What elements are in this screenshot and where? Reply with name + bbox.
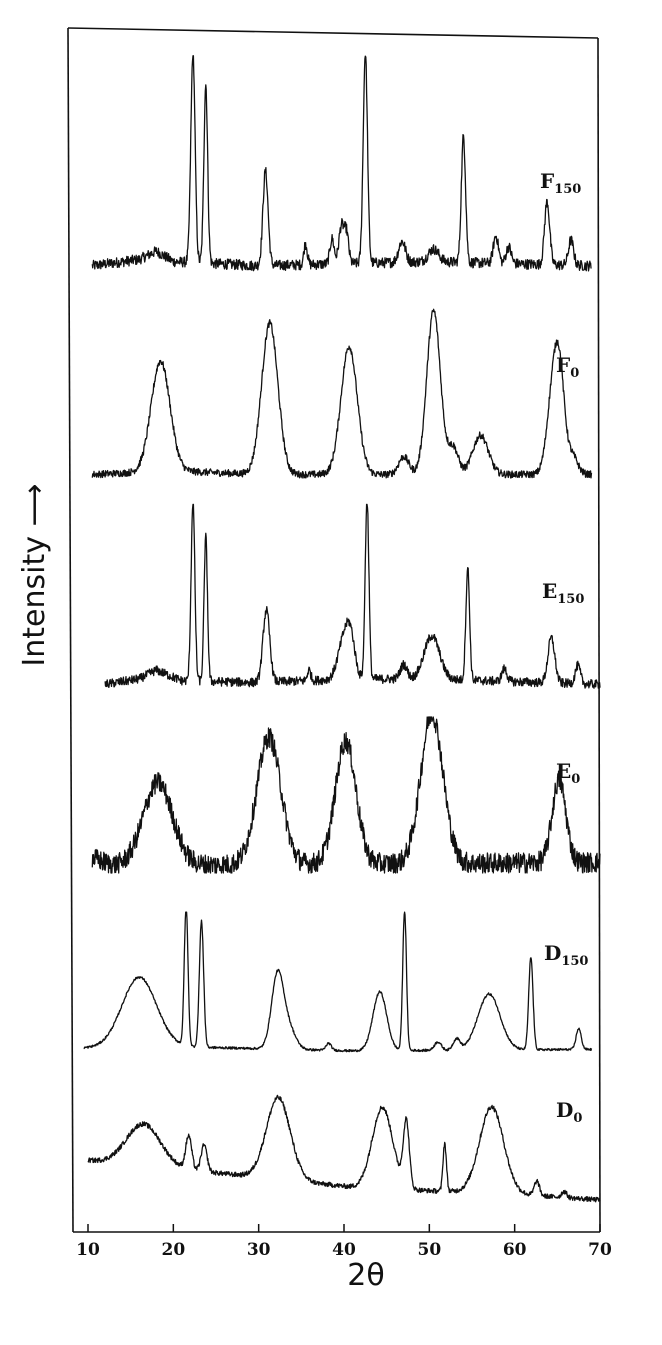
frame-left <box>67 27 74 1233</box>
series-label-f0: F0 <box>556 353 579 381</box>
trace-d150 <box>83 911 593 1053</box>
x-tick-label-50: 50 <box>417 1240 441 1260</box>
y-axis-title: Intensity ⟶ <box>17 483 52 666</box>
x-tick-label-20: 20 <box>161 1240 185 1260</box>
frame-right <box>597 37 601 1233</box>
x-tick-label-70: 70 <box>588 1240 612 1260</box>
trace-f0 <box>91 308 593 479</box>
trace-f150 <box>91 55 592 272</box>
trace-d0 <box>87 1094 601 1203</box>
diffraction-traces <box>83 55 601 1203</box>
trace-e150 <box>104 503 601 689</box>
x-tick-label-40: 40 <box>332 1240 356 1260</box>
x-tick-label-60: 60 <box>503 1240 527 1260</box>
series-label-d0: D0 <box>556 1098 582 1126</box>
series-label-f150: F150 <box>540 169 581 197</box>
plot-frame <box>67 27 601 1233</box>
x-axis-ticks: 10 20 30 40 50 60 70 <box>76 1224 612 1260</box>
trace-e0 <box>91 716 601 874</box>
series-label-e150: E150 <box>542 579 584 607</box>
series-label-d150: D150 <box>544 941 588 969</box>
series-labels: F150 F0 E150 E0 D150 D0 <box>540 169 588 1126</box>
x-tick-label-30: 30 <box>247 1240 271 1260</box>
frame-top <box>67 27 599 39</box>
series-label-e0: E0 <box>556 759 580 787</box>
x-tick-label-10: 10 <box>76 1240 100 1260</box>
x-axis-title: 2θ <box>347 1258 384 1293</box>
